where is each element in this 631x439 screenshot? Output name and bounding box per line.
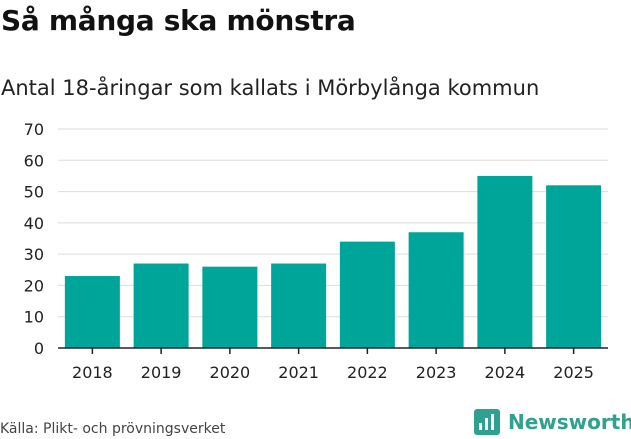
y-tick-label: 50 [24, 183, 44, 202]
source-note: Källa: Plikt- och prövningsverket [0, 421, 226, 437]
newsworthy-icon [474, 409, 500, 435]
x-tick-label: 2020 [210, 363, 251, 382]
bar [202, 266, 258, 348]
bar [408, 232, 464, 348]
bar-chart: 0 10 20 30 40 50 60 70 2018 2019 2020 2021 2022 2023 2… [24, 120, 608, 382]
x-tick-label: 2023 [416, 363, 457, 382]
x-tick-label: 2022 [347, 363, 388, 382]
bar [477, 175, 533, 348]
y-tick-label: 20 [24, 276, 44, 295]
chart-subtitle: Antal 18-åringar som kallats i Mörbylång… [1, 76, 540, 100]
y-tick-label: 70 [24, 120, 44, 139]
y-tick-label: 40 [24, 214, 44, 233]
x-tick-label: 2025 [553, 363, 594, 382]
x-tick-label: 2021 [278, 363, 319, 382]
newsworthy-logo: Newsworthy [474, 408, 631, 436]
y-tick-label: 30 [24, 245, 44, 264]
bar [271, 263, 327, 348]
y-tick-label: 60 [24, 151, 44, 170]
chart-title: Så många ska mönstra [1, 4, 356, 37]
bar [64, 276, 120, 348]
brand-name: Newsworthy [508, 410, 631, 434]
x-tick-label: 2024 [485, 363, 526, 382]
y-tick-label: 0 [34, 339, 44, 358]
x-tick-label: 2018 [72, 363, 113, 382]
y-tick-label: 10 [24, 308, 44, 327]
bar [546, 185, 602, 348]
x-tick-label: 2019 [141, 363, 182, 382]
bar [339, 241, 395, 348]
bar [133, 263, 189, 348]
